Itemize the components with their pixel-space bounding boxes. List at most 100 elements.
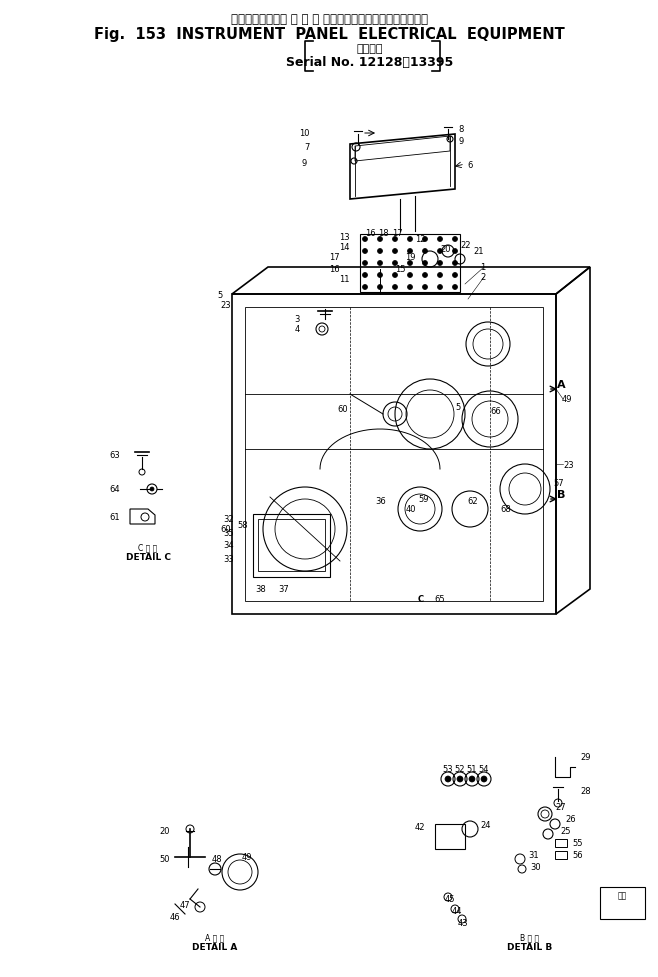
Text: 35: 35 [223, 528, 234, 537]
Text: 16: 16 [330, 265, 340, 275]
Text: 20: 20 [440, 245, 451, 254]
Text: 51: 51 [467, 765, 477, 774]
Text: 23: 23 [563, 460, 574, 469]
Text: 17: 17 [330, 253, 340, 262]
Text: 22: 22 [460, 240, 470, 249]
Circle shape [363, 285, 368, 290]
Text: 45: 45 [445, 895, 455, 904]
Circle shape [438, 261, 442, 266]
Circle shape [422, 274, 428, 278]
Text: 56: 56 [572, 851, 582, 860]
Text: 28: 28 [580, 786, 591, 795]
Text: 64: 64 [109, 485, 120, 494]
Text: 59: 59 [418, 495, 428, 504]
Circle shape [407, 274, 413, 278]
Text: 60: 60 [338, 405, 348, 414]
Circle shape [481, 776, 487, 783]
Text: 49: 49 [562, 395, 572, 404]
Text: 21: 21 [473, 247, 484, 256]
Circle shape [363, 249, 368, 254]
Text: 53: 53 [443, 765, 453, 774]
Circle shape [422, 249, 428, 254]
Circle shape [150, 488, 154, 491]
Text: 25: 25 [560, 827, 570, 835]
Text: DETAIL B: DETAIL B [507, 943, 553, 952]
Text: 48: 48 [212, 855, 222, 864]
Circle shape [438, 249, 442, 254]
Circle shape [453, 285, 457, 290]
Text: 5: 5 [455, 404, 460, 412]
Text: 44: 44 [452, 907, 463, 915]
Text: 19: 19 [405, 253, 415, 262]
Text: 1: 1 [480, 263, 485, 273]
Text: 9: 9 [302, 158, 307, 167]
Text: 7: 7 [305, 144, 310, 152]
Text: 20: 20 [159, 827, 170, 835]
Text: 55: 55 [572, 838, 582, 848]
Circle shape [445, 776, 451, 783]
Circle shape [407, 285, 413, 290]
Text: 5: 5 [217, 290, 222, 299]
Bar [555, 839, 567, 847]
Bar [600, 887, 645, 919]
Text: 24: 24 [480, 821, 490, 829]
Text: A 詳 細: A 詳 細 [205, 932, 224, 942]
Text: 9: 9 [458, 138, 463, 147]
Text: 16: 16 [365, 230, 376, 238]
Text: 68: 68 [500, 505, 511, 514]
Text: 18: 18 [378, 230, 389, 238]
Circle shape [457, 776, 463, 783]
Text: 61: 61 [109, 513, 120, 522]
Text: インスツルメント パ ネ ル エレクトリカルイクイップメント: インスツルメント パ ネ ル エレクトリカルイクイップメント [230, 13, 428, 26]
Text: 40: 40 [406, 505, 417, 514]
Text: 36: 36 [375, 497, 386, 506]
Circle shape [363, 261, 368, 266]
Text: 50: 50 [159, 855, 170, 864]
Circle shape [438, 237, 442, 242]
Circle shape [393, 249, 397, 254]
Circle shape [407, 249, 413, 254]
Text: 6: 6 [467, 160, 472, 169]
Circle shape [378, 285, 382, 290]
Circle shape [363, 274, 368, 278]
Circle shape [393, 274, 397, 278]
Text: 13: 13 [340, 234, 350, 242]
Text: 57: 57 [553, 479, 564, 488]
Text: 15: 15 [395, 265, 405, 275]
Circle shape [422, 237, 428, 242]
Text: 31: 31 [528, 850, 539, 859]
Circle shape [378, 274, 382, 278]
Text: 備考: 備考 [617, 891, 626, 900]
Circle shape [393, 237, 397, 242]
Circle shape [453, 237, 457, 242]
Circle shape [378, 237, 382, 242]
Text: DETAIL C: DETAIL C [126, 552, 170, 561]
Text: 8: 8 [458, 125, 463, 135]
Text: 43: 43 [458, 917, 468, 926]
Text: 3: 3 [295, 316, 300, 324]
Text: 37: 37 [278, 585, 289, 594]
Text: 62: 62 [467, 497, 478, 506]
Bar [435, 825, 465, 849]
Text: 34: 34 [223, 541, 234, 550]
Text: C 詳 細: C 詳 細 [138, 543, 158, 552]
Text: 58: 58 [238, 520, 248, 529]
Circle shape [438, 274, 442, 278]
Text: 10: 10 [299, 129, 310, 139]
Text: B: B [557, 489, 565, 499]
Text: 33: 33 [223, 554, 234, 563]
Text: C: C [418, 595, 424, 604]
Text: 11: 11 [340, 276, 350, 284]
Circle shape [438, 285, 442, 290]
Circle shape [407, 261, 413, 266]
Text: 23: 23 [220, 300, 230, 309]
Text: 32: 32 [223, 515, 234, 524]
Text: 60: 60 [220, 525, 230, 534]
Text: 4: 4 [295, 325, 300, 334]
Text: 17: 17 [392, 230, 403, 238]
Text: 54: 54 [479, 765, 490, 774]
Text: 12: 12 [415, 235, 426, 244]
Circle shape [469, 776, 475, 783]
Text: 26: 26 [565, 815, 576, 824]
Text: 30: 30 [530, 862, 541, 871]
